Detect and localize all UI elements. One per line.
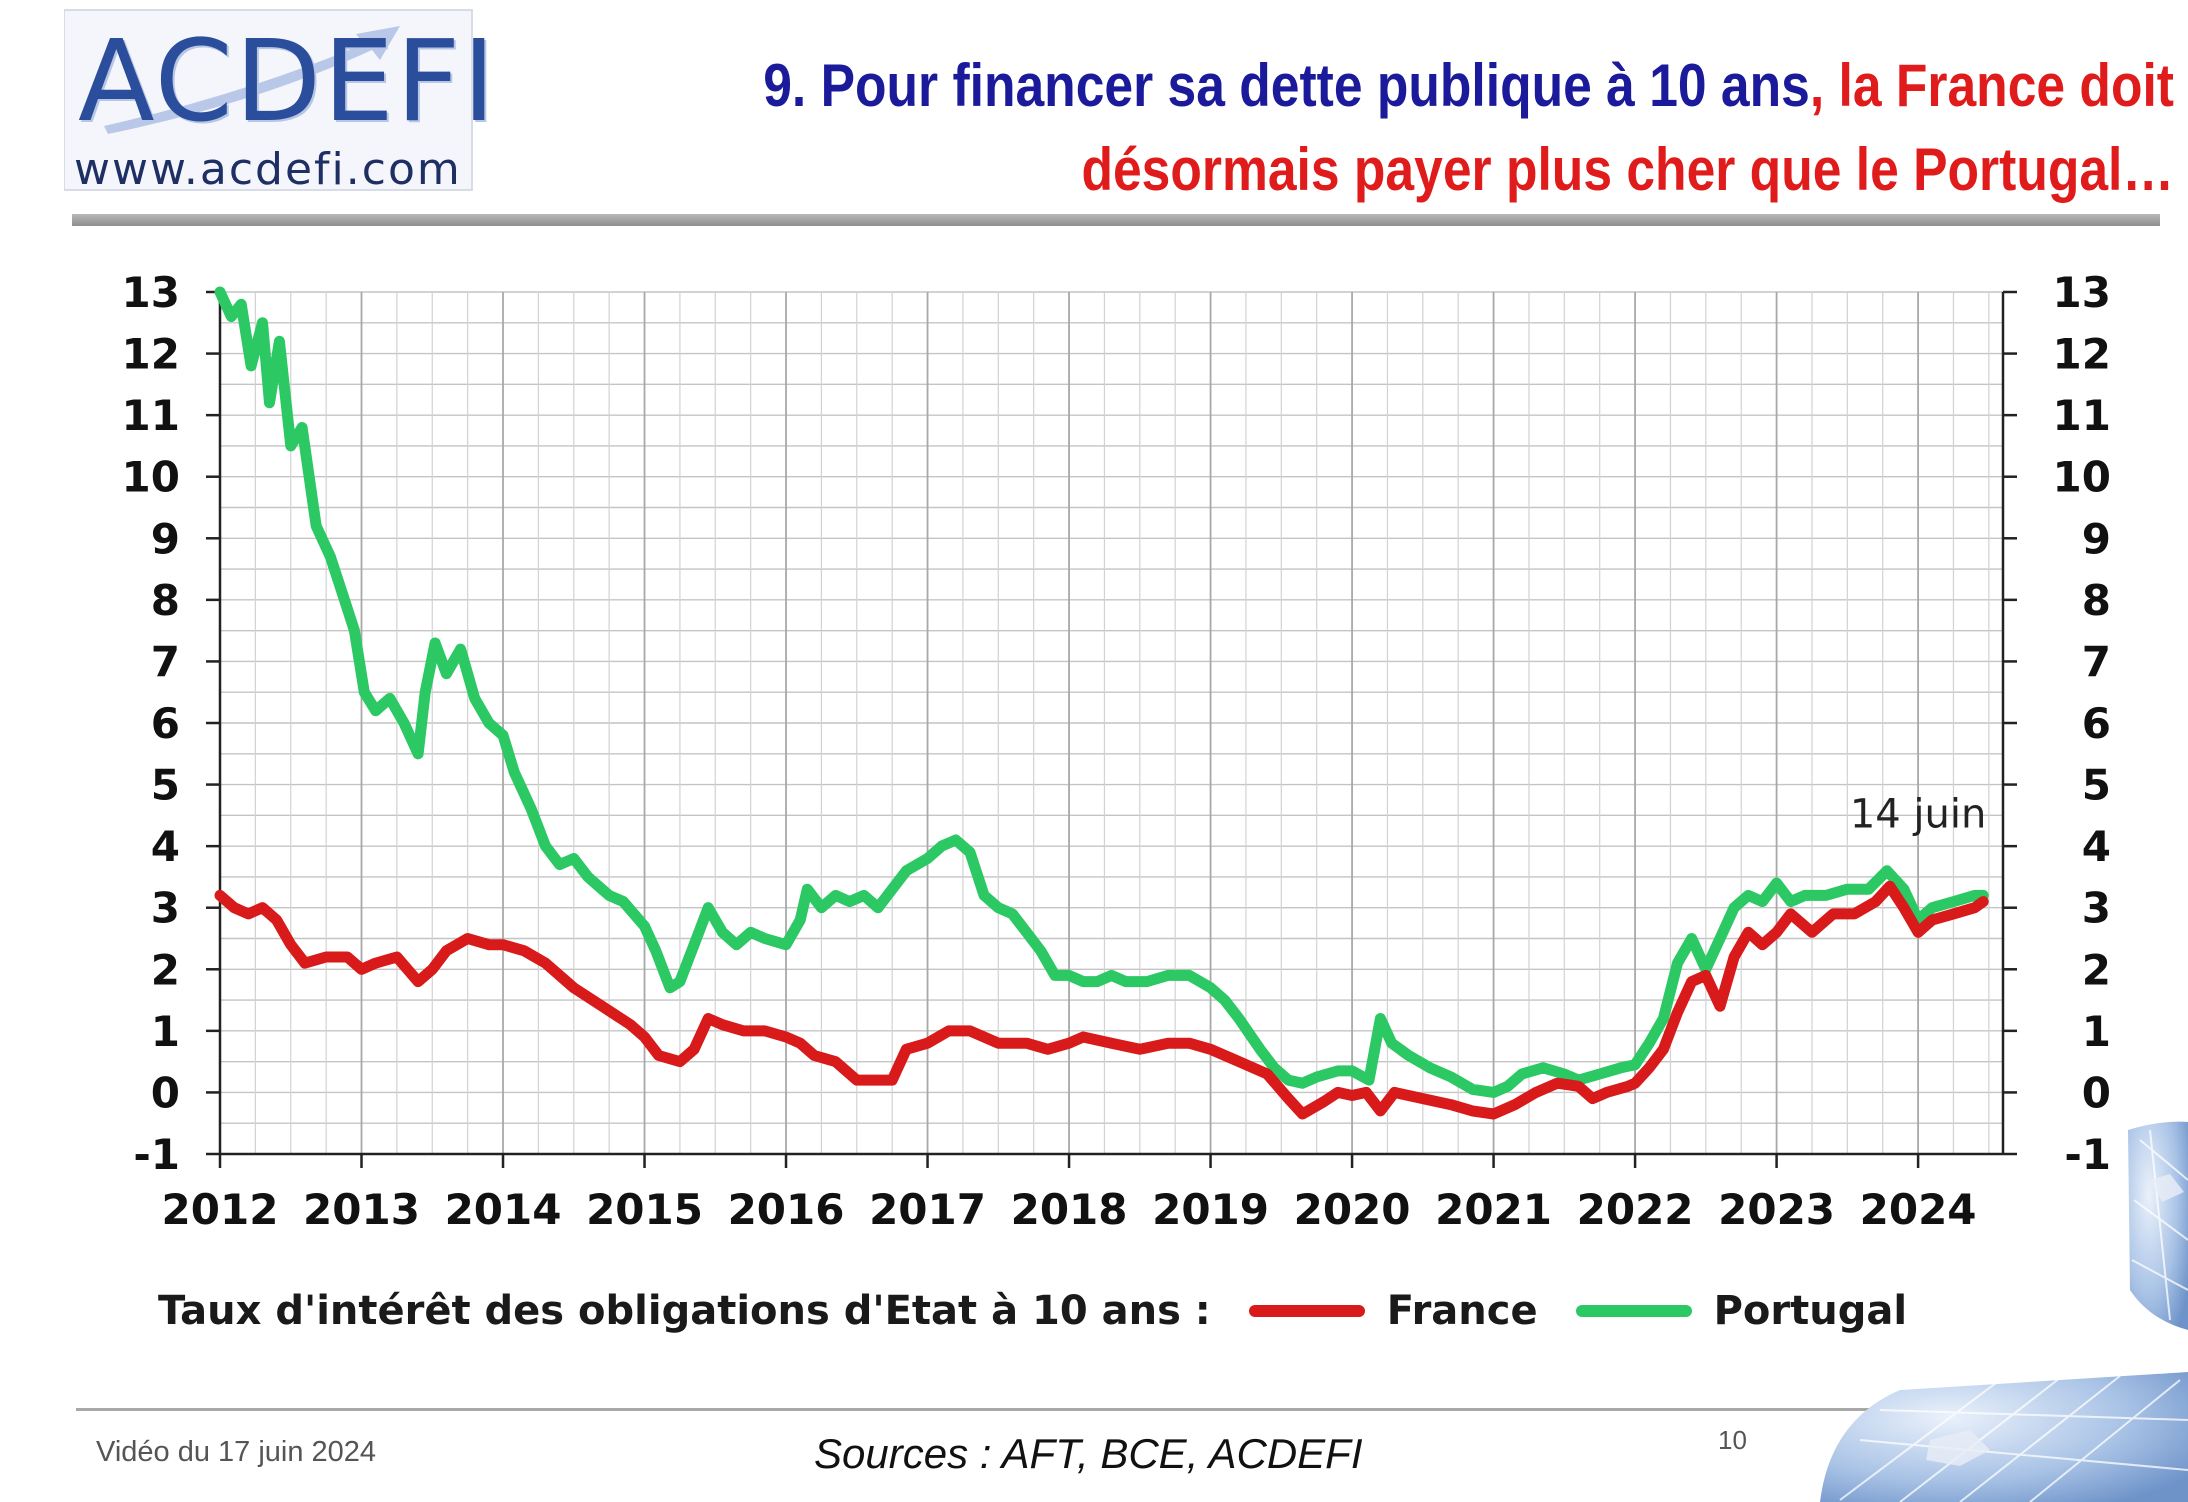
logo-url[interactable]: www.acdefi.com bbox=[74, 144, 462, 195]
annotation-14-juin: 14 juin bbox=[1850, 791, 1987, 837]
y-tick-label-right: 3 bbox=[2082, 884, 2111, 933]
legend-swatch-portugal bbox=[1575, 1305, 1692, 1317]
x-tick-label: 2015 bbox=[586, 1185, 703, 1234]
legend-label: Taux d'intérêt des obligations d'Etat à … bbox=[158, 1288, 1211, 1334]
y-tick-label-right: -1 bbox=[2064, 1130, 2111, 1179]
y-tick-label-right: 1 bbox=[2082, 1007, 2111, 1056]
title-part-blue: 9. Pour financer sa dette publique à 10 … bbox=[763, 52, 1810, 119]
x-tick-label: 2018 bbox=[1011, 1185, 1128, 1234]
y-tick-label-right: 7 bbox=[2082, 637, 2111, 686]
y-tick-label-left: 6 bbox=[151, 699, 180, 748]
title-line-2: désormais payer plus cher que le Portuga… bbox=[1081, 136, 2174, 203]
y-tick-label-right: 11 bbox=[2053, 391, 2111, 440]
y-tick-label-right: 12 bbox=[2053, 330, 2111, 379]
x-tick-label: 2024 bbox=[1860, 1185, 1977, 1234]
x-tick-label: 2021 bbox=[1435, 1185, 1552, 1234]
y-tick-label-right: 4 bbox=[2082, 822, 2111, 871]
title-divider bbox=[72, 214, 2160, 226]
legend-item-france: France bbox=[1386, 1288, 1538, 1334]
y-tick-label-left: 10 bbox=[122, 453, 180, 502]
y-tick-label-left: 1 bbox=[151, 1007, 180, 1056]
sources-text: Sources : AFT, BCE, ACDEFI bbox=[814, 1430, 1363, 1477]
video-date: Vidéo du 17 juin 2024 bbox=[96, 1436, 377, 1468]
x-tick-label: 2012 bbox=[162, 1185, 279, 1234]
x-tick-label: 2023 bbox=[1718, 1185, 1835, 1234]
y-tick-label-right: 0 bbox=[2082, 1068, 2111, 1117]
footer-divider bbox=[76, 1408, 2186, 1411]
logo-text: ACDEFI bbox=[78, 17, 498, 147]
x-tick-label: 2014 bbox=[445, 1185, 562, 1234]
x-tick-label: 2020 bbox=[1294, 1185, 1411, 1234]
y-tick-label-left: 4 bbox=[151, 822, 180, 871]
y-tick-label-left: 7 bbox=[151, 637, 180, 686]
title-part-red: , la France doit bbox=[1809, 52, 2174, 119]
y-tick-label-left: -1 bbox=[133, 1130, 180, 1179]
logo-swoosh-icon bbox=[64, 9, 473, 191]
x-tick-label: 2022 bbox=[1577, 1185, 1694, 1234]
y-tick-label-right: 13 bbox=[2053, 268, 2111, 317]
y-tick-label-left: 11 bbox=[122, 391, 180, 440]
slide-title: 9. Pour financer sa dette publique à 10 … bbox=[712, 44, 2174, 212]
y-tick-label-left: 9 bbox=[151, 514, 180, 563]
y-tick-label-right: 6 bbox=[2082, 699, 2111, 748]
y-tick-label-left: 3 bbox=[151, 884, 180, 933]
y-tick-label-left: 8 bbox=[151, 576, 180, 625]
y-tick-label-left: 13 bbox=[122, 268, 180, 317]
y-tick-label-left: 12 bbox=[122, 330, 180, 379]
y-tick-label-right: 2 bbox=[2082, 945, 2111, 994]
legend: Taux d'intérêt des obligations d'Etat à … bbox=[158, 1288, 1907, 1334]
page-number: 10 bbox=[1718, 1425, 1747, 1455]
title-line-1: 9. Pour financer sa dette publique à 10 … bbox=[712, 44, 2174, 128]
y-tick-label-left: 2 bbox=[151, 945, 180, 994]
acdefi-logo: ACDEFI www.acdefi.com bbox=[64, 8, 495, 195]
legend-swatch-france bbox=[1248, 1305, 1365, 1317]
series-line-portugal bbox=[214, 286, 1989, 1098]
y-tick-label-right: 8 bbox=[2082, 576, 2111, 625]
x-tick-label: 2016 bbox=[728, 1185, 845, 1234]
series-line-france bbox=[214, 880, 1989, 1120]
y-tick-label-left: 5 bbox=[151, 761, 180, 810]
y-tick-label-right: 5 bbox=[2082, 761, 2111, 810]
x-tick-label: 2017 bbox=[869, 1185, 986, 1234]
y-tick-label-right: 10 bbox=[2053, 453, 2111, 502]
x-tick-label: 2013 bbox=[303, 1185, 420, 1234]
legend-item-portugal: Portugal bbox=[1713, 1288, 1908, 1334]
x-tick-label: 2019 bbox=[1152, 1185, 1269, 1234]
y-tick-label-left: 0 bbox=[151, 1068, 180, 1117]
y-tick-label-right: 9 bbox=[2082, 514, 2111, 563]
